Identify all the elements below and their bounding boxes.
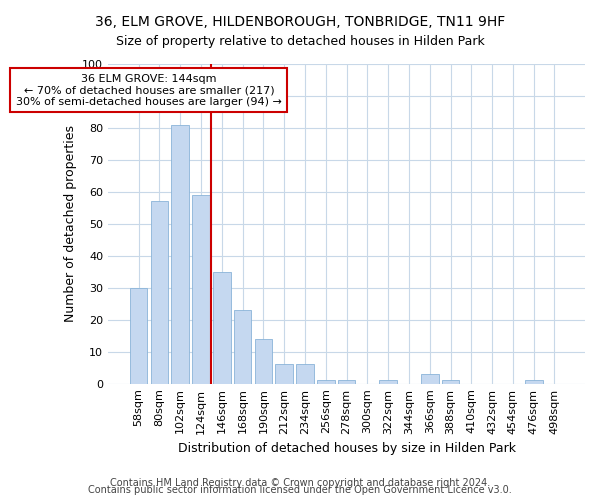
Bar bbox=[151, 202, 168, 384]
X-axis label: Distribution of detached houses by size in Hilden Park: Distribution of detached houses by size … bbox=[178, 442, 515, 455]
Text: Size of property relative to detached houses in Hilden Park: Size of property relative to detached ho… bbox=[116, 35, 484, 48]
Bar bbox=[192, 195, 210, 384]
Text: Contains HM Land Registry data © Crown copyright and database right 2024.: Contains HM Land Registry data © Crown c… bbox=[110, 478, 490, 488]
Bar bbox=[379, 380, 397, 384]
Text: 36 ELM GROVE: 144sqm
← 70% of detached houses are smaller (217)
30% of semi-deta: 36 ELM GROVE: 144sqm ← 70% of detached h… bbox=[16, 74, 282, 107]
Bar bbox=[421, 374, 439, 384]
Bar bbox=[525, 380, 542, 384]
Text: Contains public sector information licensed under the Open Government Licence v3: Contains public sector information licen… bbox=[88, 485, 512, 495]
Bar bbox=[317, 380, 335, 384]
Bar bbox=[442, 380, 460, 384]
Bar bbox=[130, 288, 148, 384]
Bar bbox=[254, 339, 272, 384]
Y-axis label: Number of detached properties: Number of detached properties bbox=[64, 126, 77, 322]
Bar bbox=[338, 380, 355, 384]
Bar bbox=[234, 310, 251, 384]
Text: 36, ELM GROVE, HILDENBOROUGH, TONBRIDGE, TN11 9HF: 36, ELM GROVE, HILDENBOROUGH, TONBRIDGE,… bbox=[95, 15, 505, 29]
Bar bbox=[296, 364, 314, 384]
Bar bbox=[275, 364, 293, 384]
Bar bbox=[213, 272, 230, 384]
Bar bbox=[172, 124, 189, 384]
